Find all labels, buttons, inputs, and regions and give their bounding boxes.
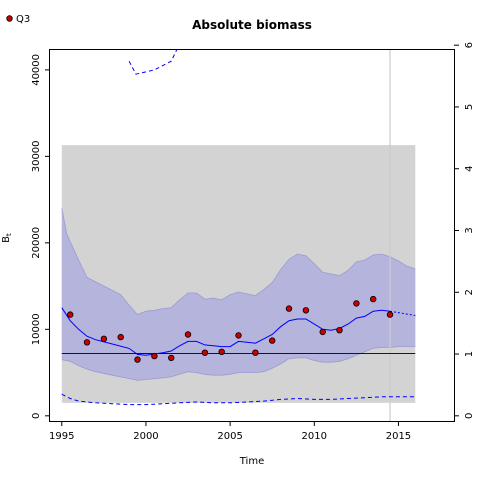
plot-area: [61, 50, 416, 421]
right-axis-tick-label: 4: [464, 166, 475, 172]
x-tick-label: 1995: [49, 431, 74, 442]
y-axis-label-subscript: t: [5, 233, 13, 236]
y-tick-label: 20000: [31, 227, 42, 259]
q3-index-point: [184, 331, 192, 338]
q3-index-point: [252, 349, 259, 356]
q3-index-point: [218, 348, 225, 355]
legend: Q3: [6, 14, 30, 25]
q3-index-point: [151, 352, 158, 360]
y-tick-label: 40000: [31, 54, 42, 86]
x-tick-label: 2015: [386, 431, 411, 442]
chart-title: Absolute biomass: [192, 18, 312, 32]
q3-index-point: [235, 332, 242, 339]
upper-ci-dashed-line: [128, 50, 178, 75]
q3-index-point: [117, 333, 124, 341]
y-axis-label-main: B: [1, 236, 12, 243]
q3-index-point: [370, 295, 377, 303]
q3-index-point: [269, 337, 276, 344]
right-axis-tick-label: 0: [464, 413, 475, 419]
y-tick-label: 30000: [31, 140, 42, 172]
y-axis-label: Bt: [1, 233, 13, 243]
lower-ci-dashed-line: [61, 393, 416, 406]
axes: 1995 2000 2005 2010 201501000020000300004000…: [31, 42, 475, 442]
q3-index-point: [100, 335, 108, 342]
q3-index-point: [353, 300, 360, 307]
q3-index-point: [83, 339, 91, 346]
x-axis-label: Time: [239, 456, 264, 467]
y-tick-label: 10000: [31, 313, 42, 345]
confidence-band-lower-edge: [61, 346, 416, 381]
plot-clipped-group: [61, 50, 416, 421]
confidence-band-upper-edge: [61, 208, 416, 316]
right-axis-tick-label: 3: [464, 227, 475, 233]
q3-index-point: [167, 354, 175, 362]
legend-label-q3: Q3: [16, 14, 30, 25]
q3-index-point: [302, 307, 310, 314]
q3-index-point: [134, 356, 141, 363]
right-axis-tick-label: 2: [464, 289, 475, 295]
q3-index-point: [319, 328, 326, 336]
x-tick-label: 2000: [133, 431, 158, 442]
right-axis-tick-label: 6: [464, 42, 475, 48]
right-axis-tick-label: 1: [464, 351, 475, 357]
forecast-median-line: [389, 310, 416, 316]
right-axis-tick-label: 5: [464, 104, 475, 110]
x-tick-label: 2010: [302, 431, 327, 442]
q3-index-point: [66, 311, 74, 318]
y-tick-label: 0: [31, 413, 42, 419]
q3-index-point: [285, 305, 293, 312]
q3-index-point: [386, 311, 394, 318]
x-tick-label: 2005: [217, 431, 242, 442]
confidence-band: [61, 208, 416, 381]
legend-marker-q3: [6, 15, 13, 22]
plot-frame: [49, 49, 455, 422]
q3-index-point: [336, 327, 343, 334]
q3-index-point: [201, 349, 209, 356]
